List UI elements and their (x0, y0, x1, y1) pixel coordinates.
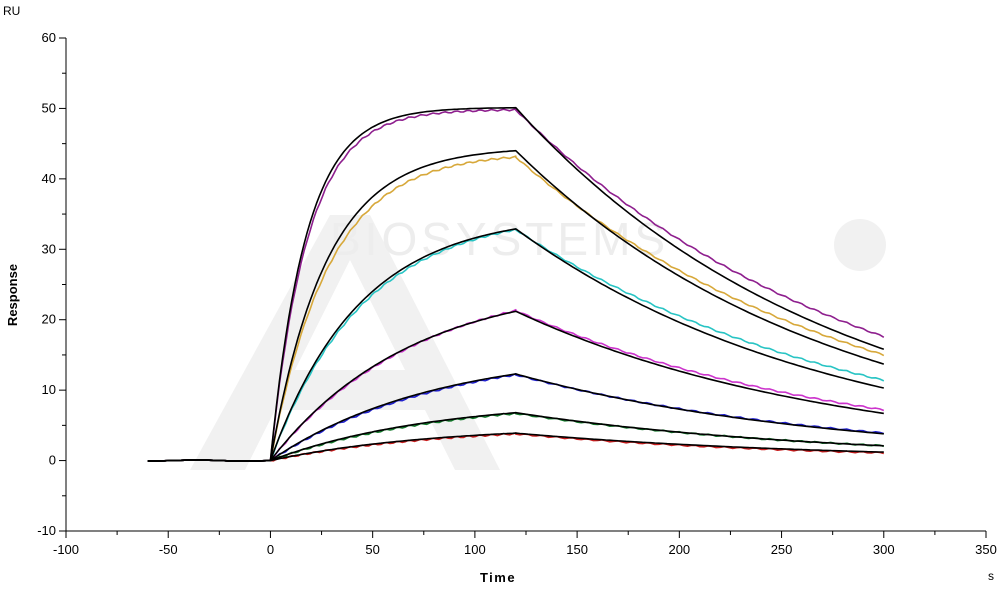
y-tick-label: 0 (49, 453, 56, 468)
y-tick-label: 60 (42, 30, 56, 45)
fit-curve-line (147, 310, 884, 462)
data-series-line (147, 228, 885, 462)
y-tick-label: 30 (42, 241, 56, 256)
x-tick-label: -100 (53, 542, 79, 557)
y-axis-title: Response (5, 264, 20, 326)
tick-marks (59, 37, 987, 538)
x-tick-label: 250 (771, 542, 793, 557)
x-tick-label: 350 (975, 542, 997, 557)
fit-curve-line (147, 106, 885, 462)
watermark: BIOSYSTEMS (190, 213, 886, 470)
data-series-line (147, 155, 885, 462)
fit-curve-line (147, 411, 884, 462)
data-series-line (147, 108, 885, 462)
x-axis-title: Time (480, 570, 516, 585)
y-tick-label: 40 (42, 171, 56, 186)
x-tick-label: -50 (159, 542, 178, 557)
y-tick-label: 10 (42, 382, 56, 397)
x-tick-label: 100 (464, 542, 486, 557)
fit-curve-line (147, 228, 884, 462)
y-tick-label: -10 (37, 523, 56, 538)
y-tick-label: 20 (42, 312, 56, 327)
x-tick-label: 300 (873, 542, 895, 557)
y-unit-label: RU (3, 4, 20, 18)
x-tick-label: 150 (566, 542, 588, 557)
fit-curve-line (147, 432, 884, 462)
data-series-line (147, 373, 885, 462)
svg-text:BIOSYSTEMS: BIOSYSTEMS (330, 213, 669, 265)
x-unit-label: s (988, 569, 994, 583)
fit-curve-line (147, 373, 884, 462)
x-tick-label: 0 (267, 542, 274, 557)
x-tick-label: 200 (668, 542, 690, 557)
plot-area (147, 106, 885, 462)
fit-curve-line (147, 149, 885, 462)
tick-labels: -100 -50 0 50 100 150 200 250 300 350-10010203040… (37, 30, 997, 557)
y-tick-label: 50 (42, 100, 56, 115)
x-tick-label: 50 (365, 542, 379, 557)
